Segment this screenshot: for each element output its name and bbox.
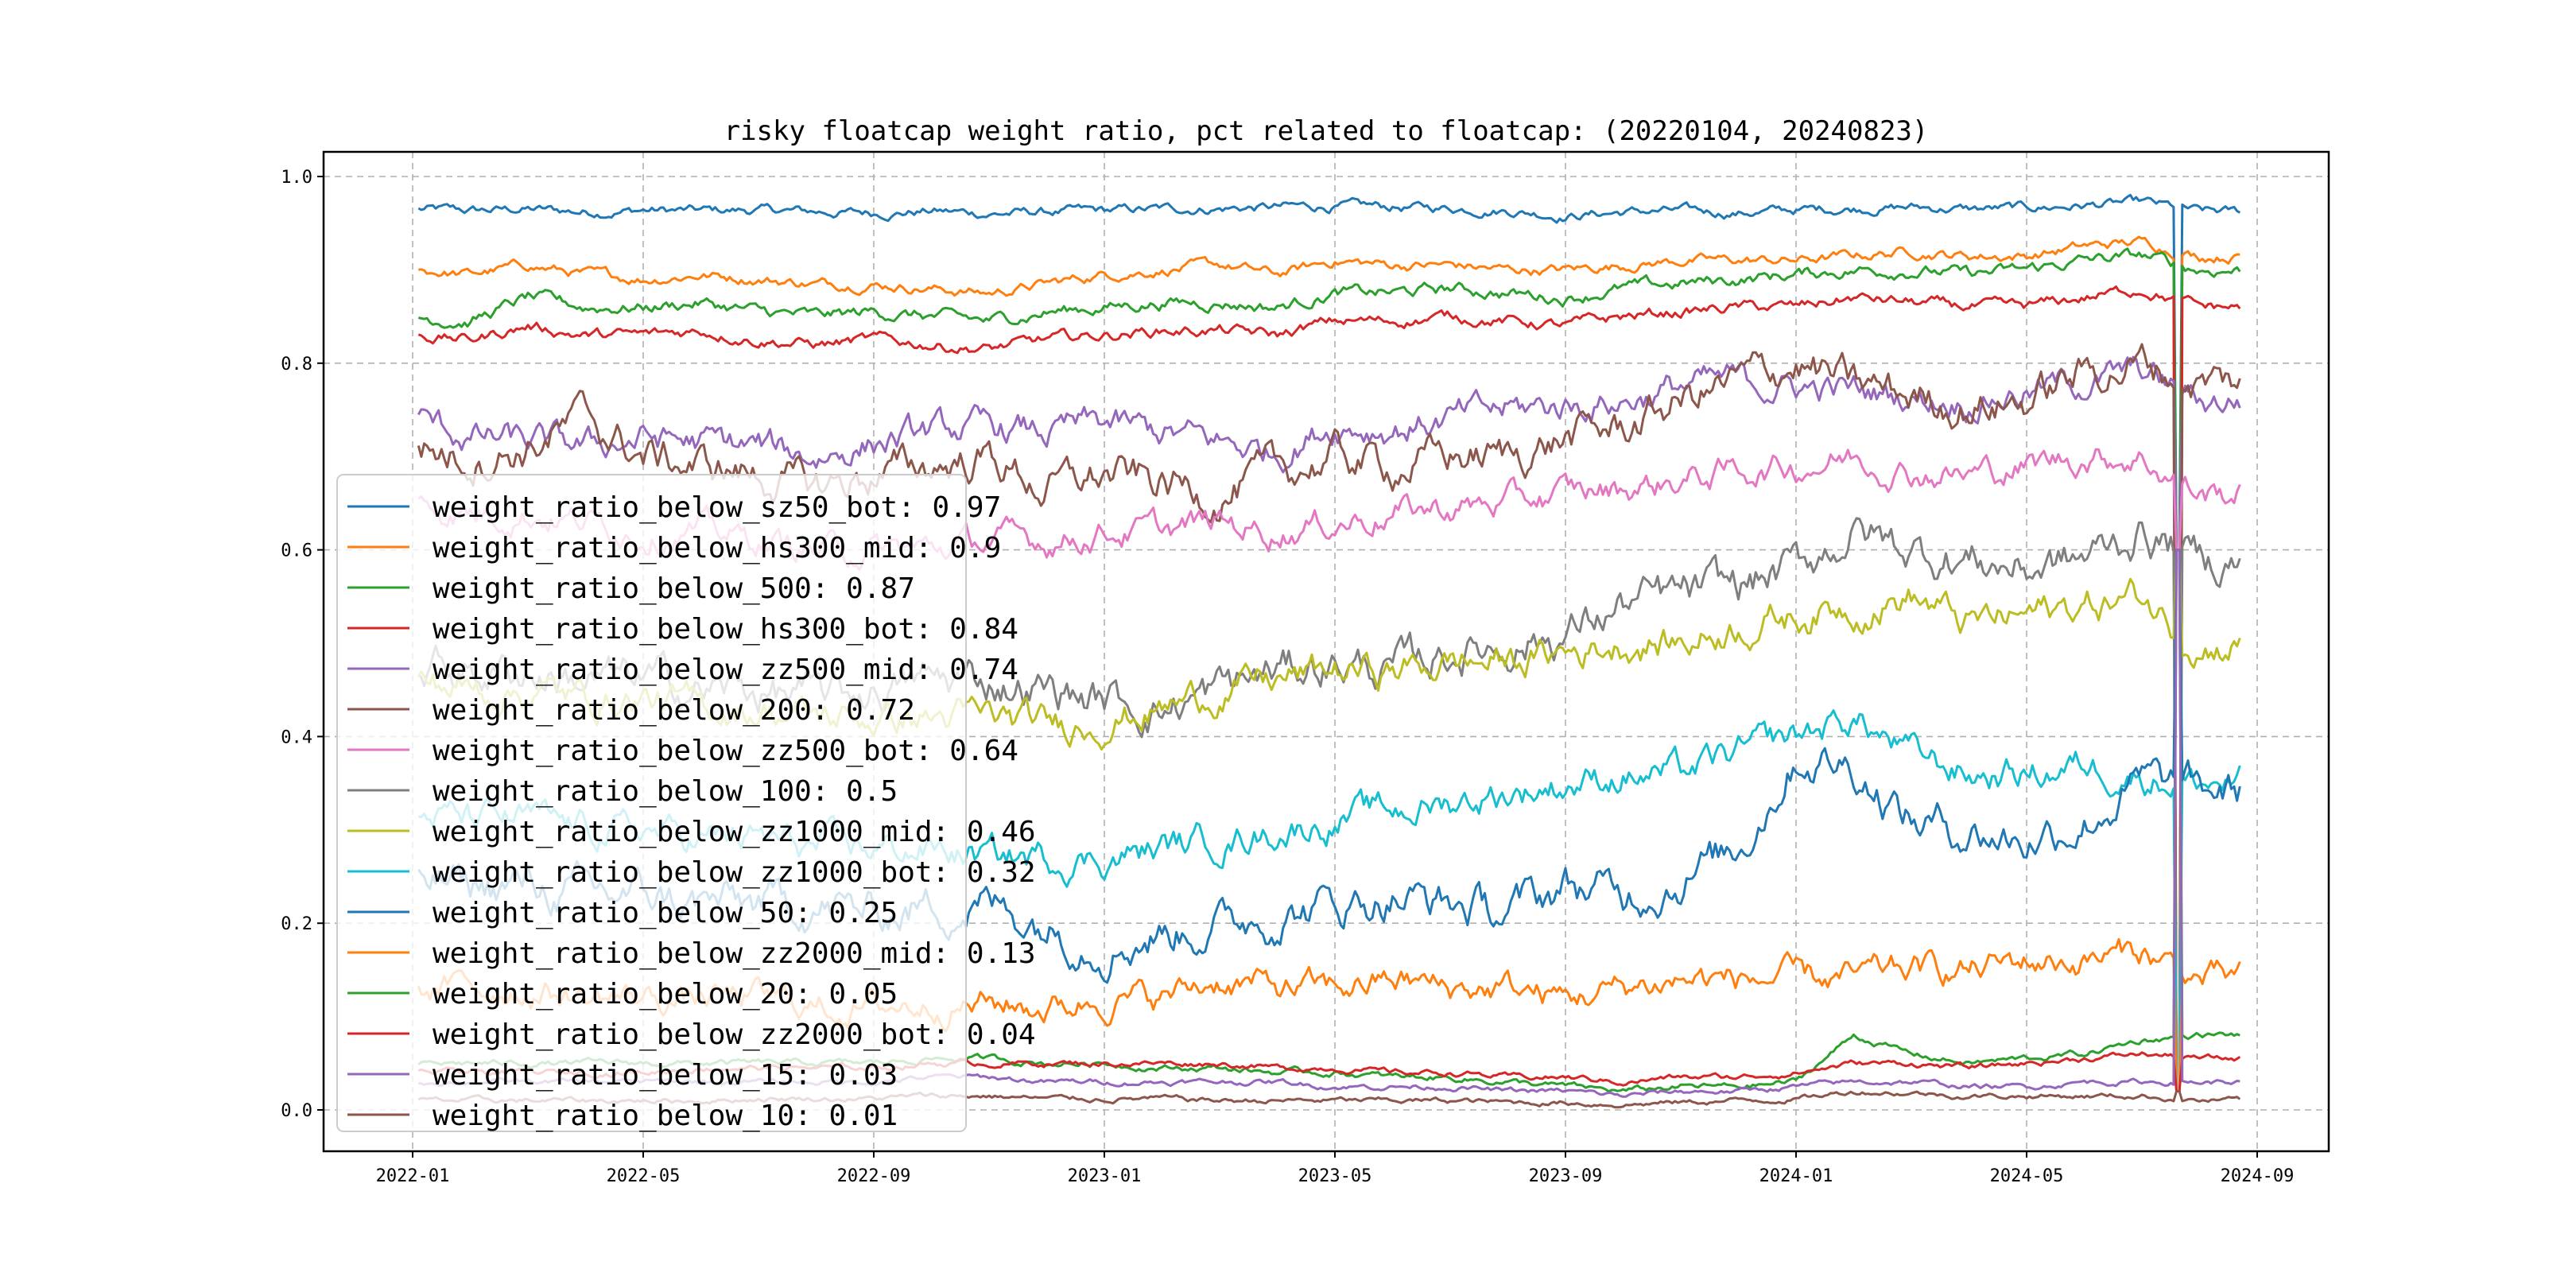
- series-line-weight_ratio_below_sz50_bot: [417, 193, 2241, 552]
- series-lines: [417, 193, 2241, 1109]
- series-line-weight_ratio_below_500: [417, 247, 2241, 552]
- legend-label: weight_ratio_below_hs300_bot: 0.84: [433, 613, 1018, 646]
- y-tick-label: 0.0: [281, 1101, 312, 1121]
- legend-label: weight_ratio_below_zz1000_mid: 0.46: [433, 816, 1036, 848]
- legend-entry: weight_ratio_below_15: 0.03: [347, 1059, 898, 1092]
- x-axis: 2022-01 2022-05 2022-09 2023-01 2023-05 2023-…: [376, 1151, 2295, 1186]
- legend-label: weight_ratio_below_200: 0.72: [433, 694, 915, 727]
- series-line-weight_ratio_below_hs300_bot: [417, 285, 2241, 1092]
- series-line-weight_ratio_below_zz500_mid: [417, 355, 2241, 552]
- legend-label: weight_ratio_below_zz1000_bot: 0.32: [433, 856, 1036, 889]
- y-axis: 0.0 0.2 0.4 0.6 0.8 1.0: [281, 168, 324, 1121]
- x-tick-label: 2024-01: [1759, 1166, 1833, 1186]
- legend-entry: weight_ratio_below_hs300_mid: 0.9: [347, 532, 1001, 564]
- y-tick-label: 0.2: [281, 914, 312, 934]
- x-tick-label: 2022-09: [837, 1166, 911, 1186]
- x-tick-label: 2023-09: [1529, 1166, 1603, 1186]
- legend-entry: weight_ratio_below_sz50_bot: 0.97: [347, 491, 1001, 524]
- x-tick-label: 2022-01: [376, 1166, 450, 1186]
- legend-label: weight_ratio_below_15: 0.03: [433, 1059, 898, 1092]
- legend-entry: weight_ratio_below_zz1000_mid: 0.46: [347, 816, 1036, 848]
- legend-label: weight_ratio_below_sz50_bot: 0.97: [433, 491, 1001, 524]
- legend-entry: weight_ratio_below_200: 0.72: [347, 694, 915, 727]
- legend-entry: weight_ratio_below_zz500_mid: 0.74: [347, 654, 1018, 686]
- plot-frame: [322, 150, 2330, 1153]
- legend-entry: weight_ratio_below_500: 0.87: [347, 572, 915, 605]
- legend-label: weight_ratio_below_10: 0.01: [433, 1100, 898, 1132]
- legend-entry: weight_ratio_below_10: 0.01: [347, 1100, 898, 1132]
- x-tick-label: 2022-05: [607, 1166, 681, 1186]
- legend-label: weight_ratio_below_hs300_mid: 0.9: [433, 532, 1001, 564]
- legend-entry: weight_ratio_below_zz2000_mid: 0.13: [347, 937, 1036, 970]
- legend-label: weight_ratio_below_zz500_bot: 0.64: [433, 735, 1018, 767]
- legend-entry: weight_ratio_below_zz1000_bot: 0.32: [347, 856, 1036, 889]
- y-tick-label: 0.8: [281, 355, 312, 374]
- legend-label: weight_ratio_below_zz2000_bot: 0.04: [433, 1018, 1036, 1051]
- legend-label: weight_ratio_below_500: 0.87: [433, 572, 915, 605]
- legend-entry: weight_ratio_below_zz500_bot: 0.64: [347, 735, 1018, 767]
- x-tick-label: 2024-05: [1990, 1166, 2064, 1186]
- series-line-weight_ratio_below_hs300_mid: [418, 235, 2240, 1092]
- legend-entry: weight_ratio_below_50: 0.25: [347, 897, 898, 929]
- x-tick-label: 2023-01: [1068, 1166, 1142, 1186]
- legend-label: weight_ratio_below_50: 0.25: [433, 897, 898, 929]
- y-tick-label: 0.4: [281, 727, 312, 747]
- legend-label: weight_ratio_below_zz500_mid: 0.74: [433, 654, 1018, 686]
- legend-entry: weight_ratio_below_zz2000_bot: 0.04: [347, 1018, 1036, 1051]
- chart-title: risky floatcap weight ratio, pct related…: [724, 115, 1929, 147]
- legend-box: [336, 474, 967, 1132]
- legend-entry: weight_ratio_below_20: 0.05: [347, 978, 898, 1011]
- y-tick-label: 1.0: [281, 168, 312, 188]
- y-tick-label: 0.6: [281, 541, 312, 561]
- legend-entry: weight_ratio_below_hs300_bot: 0.84: [347, 613, 1018, 646]
- legend: weight_ratio_below_sz50_bot: 0.97 weight_…: [336, 474, 1036, 1132]
- x-tick-label: 2024-09: [2221, 1166, 2295, 1186]
- x-tick-label: 2023-05: [1298, 1166, 1372, 1186]
- legend-label: weight_ratio_below_100: 0.5: [433, 775, 898, 808]
- series-line-weight_ratio_below_200: [417, 343, 2241, 1092]
- legend-label: weight_ratio_below_20: 0.05: [433, 978, 898, 1011]
- legend-label: weight_ratio_below_zz2000_mid: 0.13: [433, 937, 1036, 970]
- legend-entry: weight_ratio_below_100: 0.5: [347, 775, 898, 808]
